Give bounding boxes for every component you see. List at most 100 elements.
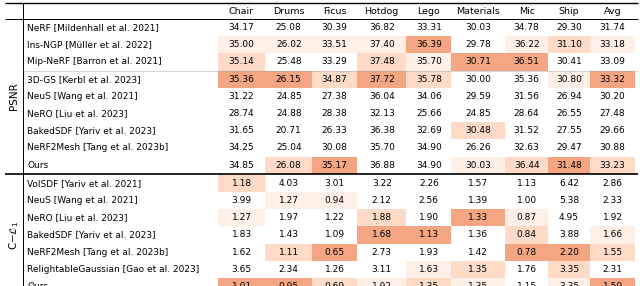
Text: 28.38: 28.38 bbox=[322, 109, 348, 118]
Text: Lego: Lego bbox=[417, 7, 440, 15]
Bar bbox=[312, 244, 357, 261]
Text: Materials: Materials bbox=[456, 7, 500, 15]
Text: 26.55: 26.55 bbox=[556, 109, 582, 118]
Text: 30.41: 30.41 bbox=[556, 57, 582, 67]
Text: 33.31: 33.31 bbox=[416, 23, 442, 32]
Text: 26.26: 26.26 bbox=[465, 144, 491, 152]
Bar bbox=[590, 71, 635, 88]
Bar bbox=[265, 36, 312, 53]
Text: 28.74: 28.74 bbox=[228, 109, 254, 118]
Bar bbox=[451, 122, 506, 139]
Text: 29.78: 29.78 bbox=[465, 40, 492, 49]
Bar bbox=[218, 71, 265, 88]
Text: 28.64: 28.64 bbox=[514, 109, 540, 118]
Text: NeRF2Mesh [Tang et al. 2023b]: NeRF2Mesh [Tang et al. 2023b] bbox=[27, 144, 168, 152]
Text: 24.85: 24.85 bbox=[276, 92, 301, 101]
Text: 30.00: 30.00 bbox=[465, 75, 492, 84]
Text: 27.48: 27.48 bbox=[600, 109, 625, 118]
Text: 34.17: 34.17 bbox=[228, 23, 255, 32]
Bar bbox=[506, 157, 548, 174]
Text: 1.27: 1.27 bbox=[278, 196, 299, 205]
Text: 3.01: 3.01 bbox=[324, 179, 345, 188]
Text: 3.35: 3.35 bbox=[559, 282, 579, 286]
Text: 2.56: 2.56 bbox=[419, 196, 439, 205]
Bar bbox=[406, 278, 451, 286]
Text: 31.56: 31.56 bbox=[514, 92, 540, 101]
Bar bbox=[548, 278, 590, 286]
Text: 1.93: 1.93 bbox=[419, 248, 439, 257]
Text: NeuS [Wang et al. 2021]: NeuS [Wang et al. 2021] bbox=[27, 196, 138, 205]
Text: 1.92: 1.92 bbox=[603, 213, 623, 222]
Text: 2.31: 2.31 bbox=[603, 265, 623, 274]
Bar bbox=[451, 209, 506, 227]
Text: 1.57: 1.57 bbox=[468, 179, 488, 188]
Text: 0.69: 0.69 bbox=[324, 282, 345, 286]
Text: 25.08: 25.08 bbox=[276, 23, 301, 32]
Text: 33.23: 33.23 bbox=[600, 161, 625, 170]
Text: 1.68: 1.68 bbox=[372, 231, 392, 239]
Bar bbox=[548, 261, 590, 278]
Text: 37.40: 37.40 bbox=[369, 40, 395, 49]
Text: 2.12: 2.12 bbox=[372, 196, 392, 205]
Text: 34.78: 34.78 bbox=[514, 23, 540, 32]
Text: 27.55: 27.55 bbox=[556, 126, 582, 135]
Text: 3D-GS [Kerbl et al. 2023]: 3D-GS [Kerbl et al. 2023] bbox=[27, 75, 141, 84]
Text: 35.00: 35.00 bbox=[228, 40, 255, 49]
Text: RelightableGaussian [Gao et al. 2023]: RelightableGaussian [Gao et al. 2023] bbox=[27, 265, 199, 274]
Text: 31.22: 31.22 bbox=[228, 92, 254, 101]
Bar bbox=[406, 227, 451, 244]
Text: 1.15: 1.15 bbox=[516, 282, 537, 286]
Text: 4.95: 4.95 bbox=[559, 213, 579, 222]
Text: 35.36: 35.36 bbox=[514, 75, 540, 84]
Text: 1.97: 1.97 bbox=[278, 213, 299, 222]
Bar bbox=[265, 244, 312, 261]
Text: 1.18: 1.18 bbox=[232, 179, 252, 188]
Text: 1.92: 1.92 bbox=[372, 282, 392, 286]
Text: 2.20: 2.20 bbox=[559, 248, 579, 257]
Text: 36.88: 36.88 bbox=[369, 161, 395, 170]
Text: 36.82: 36.82 bbox=[369, 23, 395, 32]
Bar bbox=[548, 157, 590, 174]
Bar bbox=[357, 71, 406, 88]
Bar bbox=[506, 244, 548, 261]
Text: 2.26: 2.26 bbox=[419, 179, 439, 188]
Bar bbox=[590, 36, 635, 53]
Bar bbox=[312, 36, 357, 53]
Bar bbox=[265, 71, 312, 88]
Text: 24.88: 24.88 bbox=[276, 109, 301, 118]
Text: 33.29: 33.29 bbox=[322, 57, 348, 67]
Text: 1.35: 1.35 bbox=[468, 282, 488, 286]
Text: 37.48: 37.48 bbox=[369, 57, 395, 67]
Text: 3.99: 3.99 bbox=[232, 196, 252, 205]
Bar bbox=[218, 278, 265, 286]
Text: 34.90: 34.90 bbox=[416, 144, 442, 152]
Text: BakedSDF [Yariv et al. 2023]: BakedSDF [Yariv et al. 2023] bbox=[27, 126, 156, 135]
Text: 29.59: 29.59 bbox=[465, 92, 492, 101]
Bar bbox=[312, 192, 357, 209]
Text: 30.88: 30.88 bbox=[600, 144, 625, 152]
Text: 27.38: 27.38 bbox=[322, 92, 348, 101]
Bar bbox=[265, 278, 312, 286]
Bar bbox=[357, 209, 406, 227]
Text: 35.17: 35.17 bbox=[322, 161, 348, 170]
Bar bbox=[218, 175, 265, 192]
Text: 31.74: 31.74 bbox=[600, 23, 625, 32]
Text: 31.10: 31.10 bbox=[556, 40, 582, 49]
Text: 1.76: 1.76 bbox=[516, 265, 537, 274]
Text: NeRF [Mildenhall et al. 2021]: NeRF [Mildenhall et al. 2021] bbox=[27, 23, 159, 32]
Text: Ours: Ours bbox=[27, 161, 48, 170]
Text: 1.26: 1.26 bbox=[324, 265, 344, 274]
Bar bbox=[548, 244, 590, 261]
Text: 35.36: 35.36 bbox=[228, 75, 255, 84]
Text: 25.66: 25.66 bbox=[416, 109, 442, 118]
Bar bbox=[218, 36, 265, 53]
Text: 4.03: 4.03 bbox=[278, 179, 299, 188]
Text: 37.72: 37.72 bbox=[369, 75, 395, 84]
Text: Hotdog: Hotdog bbox=[365, 7, 399, 15]
Text: 3.22: 3.22 bbox=[372, 179, 392, 188]
Text: 1.33: 1.33 bbox=[468, 213, 488, 222]
Text: 1.35: 1.35 bbox=[419, 282, 439, 286]
Text: 29.66: 29.66 bbox=[600, 126, 625, 135]
Text: 1.27: 1.27 bbox=[232, 213, 252, 222]
Bar bbox=[218, 209, 265, 227]
